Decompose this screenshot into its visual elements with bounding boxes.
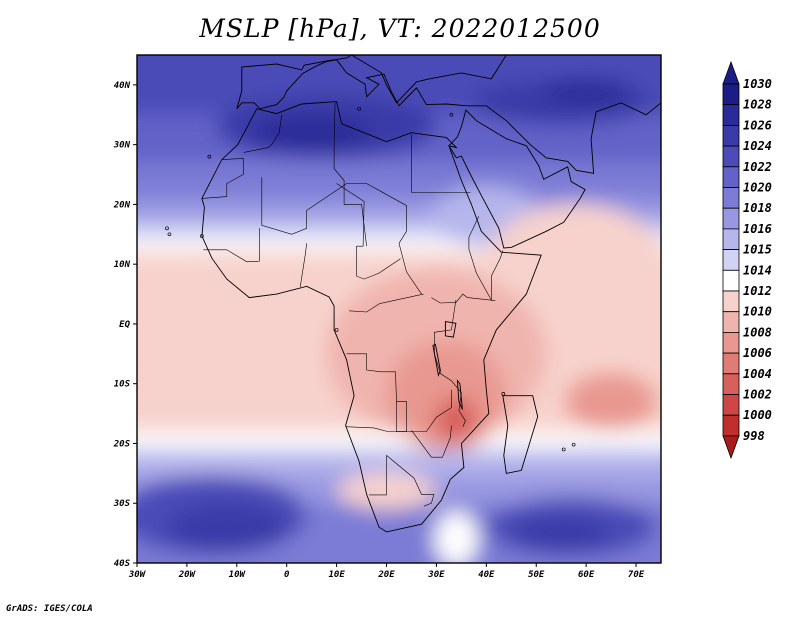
colorbar-segment	[722, 125, 740, 147]
colorbar-segment	[722, 373, 740, 395]
colorbar-label: 1028	[743, 98, 772, 112]
colorbar-segment	[722, 311, 740, 333]
colorbar-label: 1004	[743, 367, 772, 381]
x-tick-label: 40E	[478, 570, 495, 580]
colorbar-label: 1020	[743, 181, 772, 195]
y-tick-label: 30S	[113, 499, 131, 509]
colorbar-label: 1008	[743, 325, 772, 339]
island-0	[207, 154, 212, 159]
colorbar-label: 1006	[743, 346, 772, 360]
x-tick-label: 10W	[229, 570, 247, 580]
colorbar-label: 1026	[743, 118, 772, 132]
border-sahel	[261, 177, 422, 295]
colorbar-segment	[722, 414, 740, 437]
madagascar-coastline	[502, 395, 539, 474]
colorbar-segment	[722, 145, 740, 168]
island-8	[357, 106, 361, 111]
colorbar-segment	[722, 187, 740, 209]
colorbar-label: 1010	[743, 305, 772, 319]
europe-asia-coastline	[236, 55, 661, 174]
y-tick-label: 20N	[113, 200, 131, 210]
island-1	[200, 234, 204, 238]
island-6	[571, 442, 576, 447]
x-tick-label: 60E	[578, 570, 595, 580]
y-tick-label: 10N	[114, 260, 131, 270]
island-3	[167, 232, 172, 237]
colorbar-label: 998	[743, 429, 765, 443]
x-tick-label: 50E	[528, 570, 545, 580]
x-tick-label: 30W	[128, 570, 147, 580]
border-zimbabwe	[411, 425, 452, 458]
island-5	[561, 447, 566, 452]
grads-credit: GrADS: IGES/COLA	[6, 604, 93, 614]
border-namibia	[369, 455, 387, 496]
colorbar-label: 1018	[743, 201, 772, 215]
lake-malawi	[456, 379, 463, 410]
colorbar-label: 1000	[743, 408, 772, 422]
colorbar-segment	[722, 331, 740, 354]
colorbar-segment	[722, 207, 740, 230]
colorbar-segment	[722, 166, 740, 188]
axis-layer: 30W 20W 10W 0 10E 20E 30E 40E 50E 60E 70E 40N 30N 20N…	[113, 81, 645, 580]
x-tick-label: 0	[284, 570, 290, 580]
border-zambia	[396, 389, 452, 432]
lake-tanganyika	[432, 343, 441, 377]
y-tick-label: 40N	[114, 81, 131, 91]
pressure-field	[137, 55, 661, 563]
x-tick-label: 10E	[328, 570, 345, 580]
colorbar-lower-arrow	[722, 435, 740, 460]
y-tick-label: EQ	[119, 320, 130, 330]
colorbar-segment	[722, 352, 740, 375]
border-car-congo	[349, 293, 424, 313]
colorbar-segment	[722, 228, 740, 250]
y-tick-label: 30N	[113, 141, 131, 151]
arabian-peninsula-coastline	[448, 109, 586, 249]
colorbar-segment	[722, 290, 740, 313]
border-tunisia	[333, 102, 336, 145]
plot-frame	[136, 54, 662, 564]
border-malawi	[458, 392, 466, 427]
border-south-sudan	[431, 293, 496, 304]
island-4	[501, 392, 506, 396]
border-horn	[468, 216, 504, 302]
x-tick-label: 20W	[178, 570, 197, 580]
colorbar: 1030 1028 1026 1024 1022 1020 1018 1016 1015 1014…	[722, 60, 772, 460]
x-tick-label: 20E	[377, 570, 395, 580]
border-nigeria-benin	[299, 243, 307, 287]
colorbar-upper-arrow	[722, 60, 740, 85]
border-w-sahara	[201, 158, 244, 199]
border-mali	[203, 228, 260, 263]
lake-victoria	[444, 321, 457, 338]
y-tick-label: 40S	[114, 559, 131, 569]
colorbar-segment	[722, 104, 740, 126]
colorbar-label: 1016	[743, 222, 772, 236]
colorbar-segment	[722, 83, 740, 106]
colorbar-segment	[722, 269, 740, 292]
colorbar-label: 1014	[743, 263, 772, 277]
border-south-africa	[386, 455, 435, 507]
map-title: MSLP [hPa], VT: 2022012500	[199, 14, 601, 43]
colorbar-segment	[722, 394, 740, 416]
x-tick-label: 70E	[628, 570, 645, 580]
coastline-layer	[165, 55, 661, 533]
y-tick-label: 10S	[114, 380, 131, 390]
y-tick-label: 20S	[113, 439, 131, 449]
island-7	[449, 112, 454, 117]
island-9	[334, 328, 339, 332]
border-maghreb	[243, 114, 282, 153]
border-chad	[336, 183, 401, 280]
colorbar-label: 1002	[743, 388, 772, 402]
colorbar-label: 1030	[743, 77, 772, 91]
colorbar-label: 1022	[743, 160, 772, 174]
colorbar-label: 1012	[743, 284, 772, 298]
colorbar-label: 1015	[743, 243, 772, 257]
x-tick-label: 30E	[427, 570, 445, 580]
island-2	[165, 226, 169, 231]
colorbar-label: 1024	[743, 139, 772, 153]
colorbar-segment	[722, 249, 740, 271]
border-libya-niger	[333, 144, 367, 247]
